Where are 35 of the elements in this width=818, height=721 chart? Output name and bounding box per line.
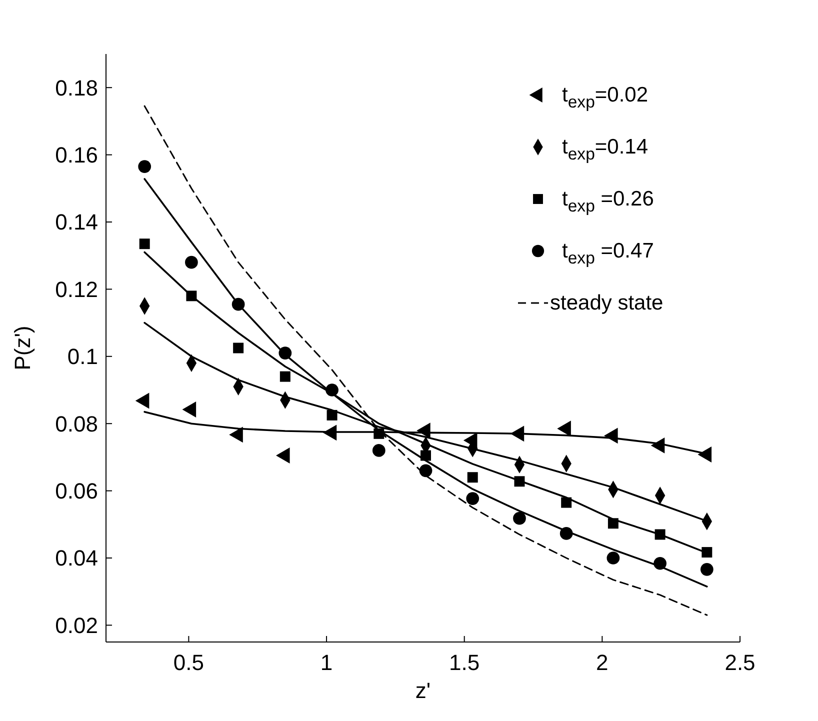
point [466, 492, 480, 505]
legend-label: t$_{exp}$=0.02 [562, 83, 648, 112]
legend-label: t$_{exp}$ =0.47 [562, 239, 654, 268]
point [326, 410, 338, 420]
y-tick-label: 0.1 [67, 344, 98, 370]
y-tick-label: 0.12 [55, 276, 98, 302]
point [606, 552, 620, 564]
point [467, 472, 478, 483]
y-tick-label: 0.06 [55, 478, 98, 504]
x-tick-label: 0.5 [173, 650, 204, 675]
x-axis-title: z' [415, 678, 431, 703]
y-tick-label: 0.16 [55, 142, 98, 168]
x-tick-label: 2 [596, 650, 608, 675]
point [233, 342, 244, 354]
y-tick-label: 0.02 [55, 612, 98, 638]
point [185, 256, 198, 269]
point [513, 512, 526, 525]
legend-label: t$_{exp}$=0.14 [562, 135, 648, 164]
point [700, 563, 714, 576]
point [138, 160, 152, 173]
point [419, 464, 432, 478]
y-axis-title: P(z') [10, 326, 35, 370]
y-tick-label: 0.08 [55, 411, 98, 436]
y-tick-label: 0.18 [55, 75, 98, 100]
point [561, 497, 572, 508]
y-tick-label: 0.04 [55, 546, 98, 571]
legend-label: steady state [550, 291, 664, 314]
legend-label: t$_{exp}$ =0.26 [562, 187, 654, 216]
x-tick-label: 1 [320, 650, 333, 675]
y-tick-label: 0.14 [55, 210, 98, 235]
point [372, 444, 386, 457]
x-tick-label: 1.5 [449, 650, 480, 675]
x-tick-label: 2.5 [724, 650, 756, 675]
point [139, 238, 150, 250]
point [280, 371, 290, 382]
